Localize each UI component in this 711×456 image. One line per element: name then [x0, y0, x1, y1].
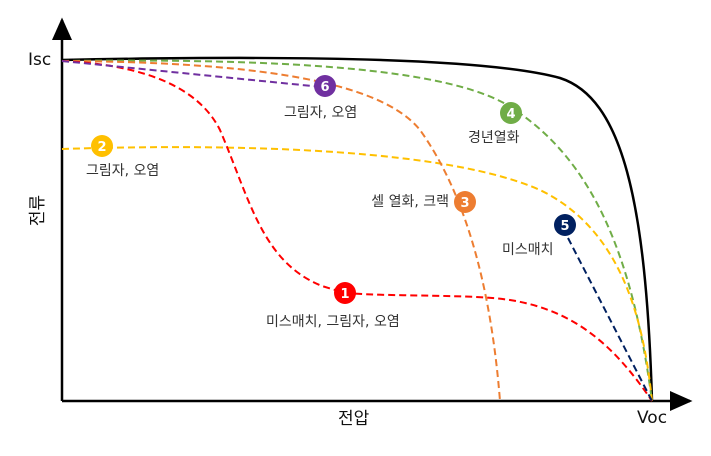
x-axis-title: 전압: [338, 409, 370, 429]
label-4: 경년열화: [468, 130, 520, 146]
curve-2: [61, 146, 653, 402]
svg-text:5: 5: [560, 219, 569, 234]
curve-5: [567, 237, 653, 402]
marker-6: 6: [314, 75, 336, 97]
label-5: 미스매치: [502, 242, 554, 258]
curve-3: [61, 60, 501, 402]
svg-text:1: 1: [340, 287, 349, 302]
marker-4: 4: [500, 102, 522, 124]
label-2: 그림자, 오염: [86, 163, 160, 179]
marker-3: 3: [454, 191, 476, 213]
marker-2: 2: [91, 135, 113, 157]
svg-text:3: 3: [460, 196, 469, 211]
y-axis-title: 전류: [28, 194, 49, 227]
label-1: 미스매치, 그림자, 오염: [266, 314, 400, 330]
curve-normal: [61, 56, 654, 402]
marker-5: 5: [554, 214, 576, 236]
svg-text:6: 6: [320, 80, 329, 95]
svg-text:4: 4: [506, 107, 515, 122]
marker-1: 1: [334, 282, 356, 304]
voc-label: Voc: [637, 408, 668, 428]
svg-text:2: 2: [97, 140, 106, 155]
label-6: 그림자, 오염: [284, 105, 358, 121]
isc-label: Isc: [28, 50, 52, 70]
label-3: 셀 열화, 크랙: [371, 194, 449, 210]
